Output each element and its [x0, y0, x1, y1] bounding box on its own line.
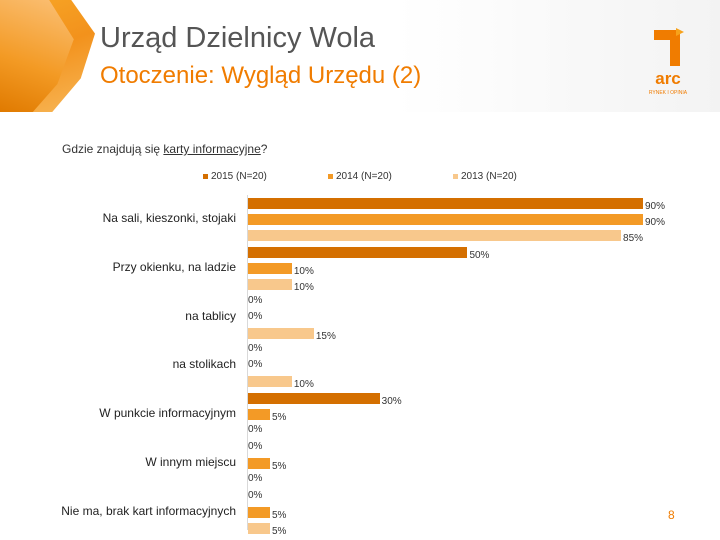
data-label: 0% [248, 310, 263, 322]
bar-1 [248, 214, 643, 225]
data-label: 0% [248, 294, 263, 306]
data-label: 0% [248, 473, 263, 484]
logo-text: arc [655, 69, 681, 88]
bar-2 [248, 522, 270, 534]
legend-swatch-0 [203, 174, 208, 179]
arc-logo: arc RYNEK I OPINIA [649, 28, 688, 96]
bar-2 [248, 376, 292, 388]
question-text: Gdzie znajdują się karty informacyjne? [62, 142, 267, 156]
data-label: 0% [248, 424, 263, 436]
logo-mark [654, 30, 680, 66]
data-label: 90% [645, 201, 666, 212]
page-subtitle: Otoczenie: Wygląd Urzędu (2) [100, 62, 422, 89]
data-label: 10% [293, 265, 314, 277]
bar-0 [248, 393, 380, 405]
data-label: 5% [271, 412, 287, 424]
category-label: W punkcie informacyjnym [99, 406, 236, 421]
category-label: Przy okienku, na ladzie [112, 259, 236, 274]
bar-1 [248, 262, 292, 274]
question-prefix: Gdzie znajdują się [62, 142, 164, 156]
legend-swatch-2 [453, 174, 458, 179]
logo-tagline: RYNEK I OPINIA [649, 90, 688, 96]
bar-0 [248, 246, 468, 258]
header-background [0, 0, 720, 112]
legend-label-0: 2015 (N=20) [211, 171, 267, 182]
data-label: 10% [293, 379, 314, 391]
data-label: 5% [271, 525, 287, 537]
category-label: W innym miejscu [145, 455, 236, 469]
bar-2 [248, 327, 314, 339]
data-label: 0% [248, 359, 263, 371]
bar-0 [248, 198, 643, 209]
data-label: 30% [381, 396, 402, 408]
legend-item-1: 2014 (N=20) [328, 171, 392, 182]
data-label: 0% [248, 441, 263, 452]
data-label: 5% [271, 461, 287, 472]
data-label: 85% [623, 233, 644, 244]
data-label: 0% [248, 343, 263, 355]
data-label: 15% [315, 330, 336, 342]
data-label: 5% [271, 509, 287, 521]
question-underlined: karty informacyjne [163, 142, 261, 156]
bar-2 [248, 278, 292, 290]
category-label: na tablicy [185, 308, 236, 323]
category-label: Na sali, kieszonki, stojaki [102, 211, 236, 225]
legend-swatch-1 [328, 174, 333, 179]
bar-1 [248, 409, 270, 421]
category-label: na stolikach [172, 357, 236, 372]
page-number: 8 [668, 508, 675, 522]
page-title: Urząd Dzielnicy Wola [100, 22, 376, 54]
data-label: 50% [469, 249, 490, 261]
legend-label-2: 2013 (N=20) [461, 171, 517, 182]
bar-2 [248, 230, 622, 241]
data-label: 10% [293, 281, 314, 293]
chart-axis [247, 195, 248, 530]
data-label: 90% [645, 217, 666, 228]
legend-item-2: 2013 (N=20) [453, 171, 517, 182]
bar-1 [248, 506, 270, 518]
question-suffix: ? [260, 142, 268, 156]
legend-label-1: 2014 (N=20) [336, 171, 392, 182]
data-label: 0% [248, 489, 263, 501]
logo-flag [676, 28, 684, 36]
legend-item-0: 2015 (N=20) [203, 171, 267, 182]
category-label: Nie ma, brak kart informacyjnych [61, 503, 236, 518]
bar-1 [248, 458, 270, 469]
